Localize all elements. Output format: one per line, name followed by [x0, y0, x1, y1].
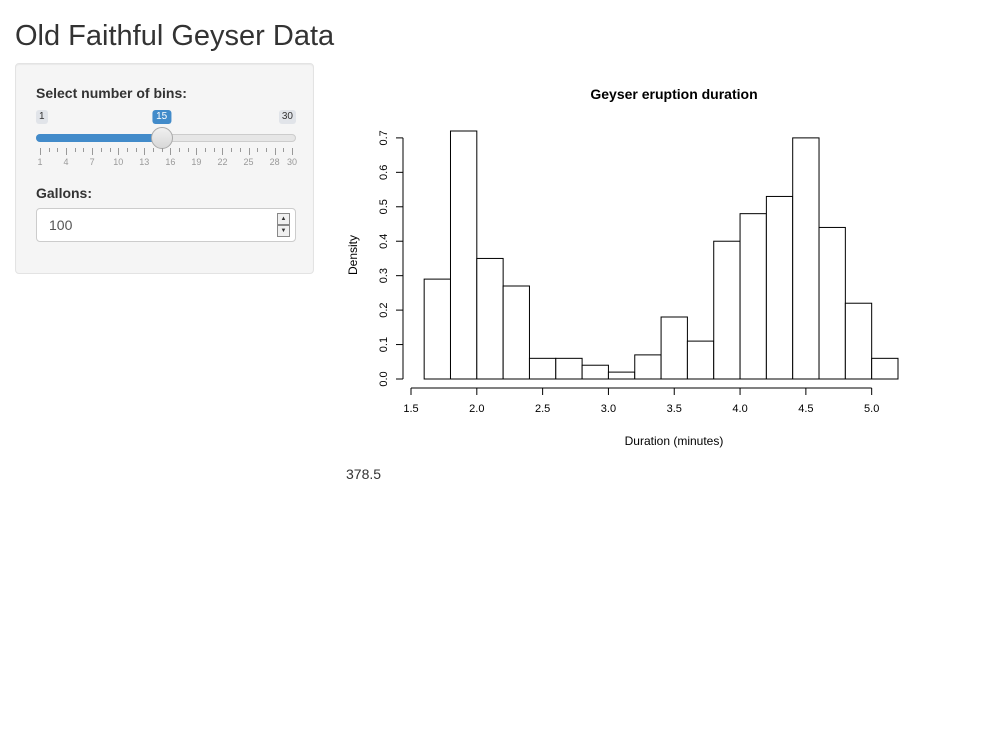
- slider-tick: [222, 148, 224, 155]
- slider-tick-label: 4: [63, 157, 69, 167]
- slider-tick: [283, 148, 285, 152]
- y-tick-label: 0.7: [378, 130, 390, 145]
- sidebar-panel: Select number of bins: 1 30 15 1 4 7 10 13 16…: [15, 63, 314, 274]
- slider-fill: [36, 134, 162, 142]
- slider-tick-label: 16: [165, 157, 176, 167]
- slider-tick-label: 19: [191, 157, 202, 167]
- slider-tick: [152, 148, 154, 152]
- x-tick-label: 2.0: [469, 403, 484, 415]
- histogram-bar: [607, 371, 636, 380]
- slider-tick-label: 25: [243, 157, 254, 167]
- page-title: Old Faithful Geyser Data: [15, 20, 335, 52]
- bins-label: Select number of bins:: [36, 85, 187, 101]
- slider-tick-label: 13: [139, 157, 150, 167]
- histogram-bar: [660, 316, 688, 380]
- slider-tick-label: 10: [113, 157, 124, 167]
- histogram-chart: Geyser eruption duration Duration (minut…: [346, 86, 899, 448]
- slider-value-label: 15: [152, 110, 172, 124]
- y-tick-label: 0.4: [378, 234, 390, 249]
- bins-slider[interactable]: 1 30 15 1 4 7 10 13 16 19 22 25 28 30: [36, 108, 298, 168]
- slider-handle[interactable]: [150, 127, 173, 149]
- x-tick-label: 4.5: [798, 403, 813, 415]
- slider-tick: [170, 148, 172, 155]
- gallons-label: Gallons:: [36, 185, 93, 201]
- x-tick-label: 2.5: [535, 403, 550, 415]
- spin-up-icon[interactable]: ▲: [277, 213, 290, 225]
- x-tick-label: 5.0: [864, 403, 879, 415]
- histogram-bar: [686, 340, 715, 380]
- slider-tick-label: 1: [37, 157, 43, 167]
- slider-ticks: 1 4 7 10 13 16 19 22 25 28 30: [36, 148, 298, 168]
- slider-tick: [109, 148, 111, 152]
- y-tick-label: 0.6: [378, 165, 390, 180]
- slider-tick: [48, 148, 50, 152]
- histogram-bar: [502, 285, 530, 380]
- slider-tick: [248, 148, 250, 155]
- histogram-bar: [818, 226, 846, 380]
- slider-tick: [66, 148, 68, 155]
- slider-tick: [74, 148, 76, 152]
- chart-title: Geyser eruption duration: [590, 86, 757, 102]
- slider-tick: [187, 148, 189, 152]
- gallons-input[interactable]: 100 ▲ ▼: [36, 208, 296, 242]
- slider-tick: [231, 148, 233, 152]
- histogram-bar: [792, 137, 820, 380]
- histogram-bar: [871, 357, 899, 380]
- slider-tick: [57, 148, 59, 152]
- histogram-bar: [423, 278, 451, 380]
- x-tick-label: 3.0: [601, 403, 616, 415]
- slider-tick: [92, 148, 94, 155]
- y-tick-label: 0.5: [378, 199, 390, 214]
- slider-tick-label: 30: [286, 157, 298, 167]
- slider-tick: [118, 148, 120, 155]
- x-tick-label: 3.5: [667, 403, 682, 415]
- histogram-bar: [449, 130, 478, 380]
- x-tick-label: 1.5: [403, 403, 418, 415]
- histogram-bar: [476, 257, 504, 380]
- histogram-bar: [765, 195, 794, 380]
- slider-tick: [292, 148, 293, 155]
- slider-tick: [205, 148, 207, 152]
- gallons-value: 100: [49, 217, 73, 233]
- slider-min-label: 1: [36, 110, 48, 124]
- histogram-bar: [634, 354, 662, 380]
- histogram-bar: [528, 357, 557, 380]
- slider-tick-label: 22: [217, 157, 228, 167]
- spinner[interactable]: ▲ ▼: [277, 213, 290, 237]
- slider-max-label: 30: [278, 110, 296, 124]
- slider-tick: [40, 148, 41, 155]
- x-axis-label: Duration (minutes): [625, 434, 724, 448]
- y-axis-label: Density: [346, 235, 360, 275]
- histogram-bar: [844, 302, 873, 380]
- slider-tick: [179, 148, 181, 152]
- y-tick-label: 0.2: [378, 302, 390, 317]
- slider-tick: [135, 148, 137, 152]
- slider-tick: [126, 148, 128, 152]
- slider-tick: [265, 148, 267, 152]
- slider-tick: [83, 148, 85, 152]
- histogram-bar: [713, 240, 741, 380]
- x-tick-label: 4.0: [732, 403, 747, 415]
- slider-tick: [257, 148, 259, 152]
- histogram-bar: [739, 213, 767, 380]
- y-tick-label: 0.0: [378, 371, 390, 386]
- slider-tick-label: 7: [89, 157, 95, 167]
- slider-tick: [196, 148, 198, 155]
- y-tick-label: 0.1: [378, 337, 390, 352]
- slider-tick: [161, 148, 163, 152]
- slider-tick-label: 28: [269, 157, 280, 167]
- y-tick-label: 0.3: [378, 268, 390, 283]
- spin-down-icon[interactable]: ▼: [277, 225, 290, 237]
- histogram-bar: [555, 357, 583, 380]
- slider-tick: [144, 148, 146, 155]
- slider-tick: [213, 148, 215, 152]
- gallons-output: 378.5: [346, 466, 382, 482]
- slider-tick: [100, 148, 102, 152]
- slider-tick: [274, 148, 276, 155]
- slider-tick: [239, 148, 241, 152]
- histogram-bar: [581, 364, 609, 380]
